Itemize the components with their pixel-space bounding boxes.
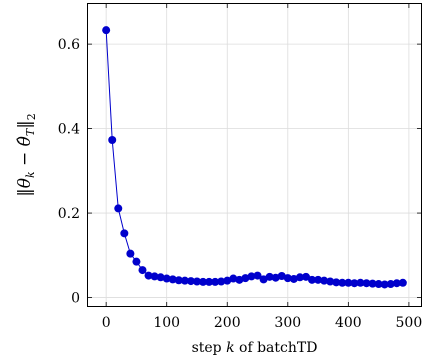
data-point <box>108 136 117 145</box>
data-point <box>205 277 214 286</box>
x-tick-label: 300 <box>274 315 301 331</box>
data-point <box>180 276 189 285</box>
data-point <box>350 279 359 288</box>
data-point <box>186 277 195 286</box>
data-point <box>150 272 159 281</box>
data-point <box>380 280 389 289</box>
data-point <box>217 277 226 286</box>
y-tick-label: 0.4 <box>58 122 80 138</box>
data-point <box>192 277 201 286</box>
y-tick-label: 0 <box>71 291 80 307</box>
data-point <box>314 275 323 284</box>
x-tick-label: 400 <box>335 315 362 331</box>
plot-frame <box>87 3 422 307</box>
data-point <box>132 257 141 266</box>
grid <box>88 4 421 306</box>
data-point <box>308 275 317 284</box>
data-point <box>211 277 220 286</box>
data-point <box>168 275 177 284</box>
data-point <box>199 277 208 286</box>
data-point <box>235 275 244 284</box>
data-point <box>138 266 147 275</box>
data-point <box>344 278 353 287</box>
data-point <box>301 272 310 281</box>
data-point <box>338 278 347 287</box>
data-point <box>398 278 407 287</box>
data-point <box>126 249 135 258</box>
data-point <box>326 277 335 286</box>
data-point <box>102 26 111 35</box>
data-point <box>320 276 329 285</box>
svg-text:‖θk − θ̂T‖2: ‖θk − θ̂T‖2 <box>15 113 38 197</box>
x-axis-label: step k of batchTD <box>192 340 318 356</box>
data-point <box>229 274 238 283</box>
y-tick-label: 0.2 <box>58 206 80 222</box>
data-point <box>332 278 341 287</box>
series-line <box>105 30 403 285</box>
y-axis-label: ‖θk − θ̂T‖2 <box>15 113 38 197</box>
series-layer <box>102 26 407 289</box>
data-point <box>259 275 268 284</box>
data-point <box>223 276 232 285</box>
y-tick-label: 0.6 <box>58 37 80 53</box>
data-point <box>295 273 304 282</box>
data-point <box>356 278 365 287</box>
data-point <box>174 276 183 285</box>
x-tick-label: 100 <box>153 315 180 331</box>
x-tick-labels: 0 100 200 300 400 500 <box>102 315 423 331</box>
data-point <box>277 272 286 281</box>
data-point <box>120 229 129 238</box>
data-point <box>374 280 383 289</box>
data-point <box>392 279 401 288</box>
data-point <box>114 204 123 213</box>
data-point <box>368 279 377 288</box>
data-point <box>144 271 153 280</box>
data-point <box>156 273 165 282</box>
data-point <box>162 274 171 283</box>
x-tick-label: 500 <box>396 315 423 331</box>
y-tick-labels: 0 0.2 0.4 0.6 <box>58 37 80 306</box>
x-tick-label: 200 <box>214 315 241 331</box>
data-point <box>271 273 280 282</box>
data-point <box>253 271 262 280</box>
data-point <box>265 272 274 281</box>
data-point <box>362 279 371 288</box>
data-point <box>386 280 395 289</box>
x-tick-label: 0 <box>102 315 111 331</box>
data-point <box>283 274 292 283</box>
data-point <box>289 274 298 283</box>
data-point <box>241 274 250 283</box>
data-point <box>247 272 256 281</box>
